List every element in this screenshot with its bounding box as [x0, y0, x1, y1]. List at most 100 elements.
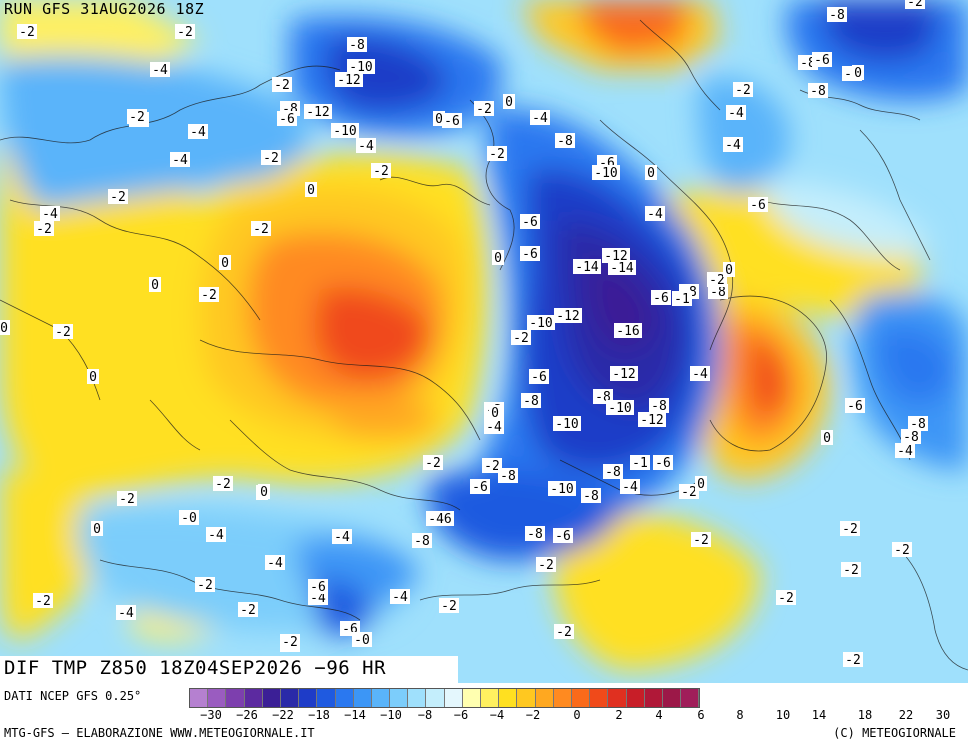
contour-label: 0 — [219, 255, 231, 271]
contour-label: -2 — [261, 150, 281, 166]
color-legend-ticks: −30 −26 −22 −18 −14 −10 −8 −6 −4 −2 0 2 4 6 8 10 14 18 22 3… — [189, 708, 968, 722]
contour-label: -6 — [651, 290, 671, 306]
legend-swatch — [517, 689, 536, 707]
contour-label: -8 — [412, 533, 432, 549]
svg-text:-4: -4 — [392, 590, 408, 605]
svg-text:-2: -2 — [201, 288, 217, 303]
contour-label: -4 — [723, 137, 743, 153]
svg-text:-2: -2 — [556, 625, 572, 640]
run-title: RUN GFS 31AUG2026 18Z — [4, 0, 205, 18]
contour-label: -6 — [812, 52, 832, 68]
contour-label: 0 — [695, 476, 707, 492]
legend-tick-label: 2 — [615, 708, 623, 722]
svg-text:0: 0 — [823, 431, 831, 446]
svg-text:-0: -0 — [181, 511, 197, 526]
svg-text:-4: -4 — [897, 444, 913, 459]
svg-text:-4: -4 — [172, 153, 188, 168]
svg-text:-2: -2 — [843, 563, 859, 578]
svg-text:0: 0 — [725, 263, 733, 278]
contour-label: -4 — [645, 206, 665, 222]
svg-text:-12: -12 — [337, 73, 360, 88]
svg-text:-2: -2 — [907, 0, 923, 10]
svg-text:-8: -8 — [605, 465, 621, 480]
svg-text:0: 0 — [494, 251, 502, 266]
contour-label: -2 — [199, 287, 219, 303]
contour-label: -2 — [213, 476, 233, 492]
svg-text:-2: -2 — [215, 477, 231, 492]
svg-text:-2: -2 — [425, 456, 441, 471]
contour-label: -46 — [426, 511, 454, 527]
contour-label: -10 — [606, 400, 634, 416]
contour-label: -2 — [482, 458, 502, 474]
svg-text:-6: -6 — [522, 247, 538, 262]
contour-label: 0 — [91, 521, 103, 537]
svg-text:-2: -2 — [129, 110, 145, 125]
legend-swatch — [262, 689, 281, 707]
svg-text:-2: -2 — [197, 578, 213, 593]
contour-label: -2 — [691, 532, 711, 548]
legend-swatch — [408, 689, 427, 707]
svg-text:0: 0 — [93, 522, 101, 537]
svg-text:-2: -2 — [842, 522, 858, 537]
contour-label: -8 — [525, 526, 545, 542]
legend-tick-label: 0 — [573, 708, 581, 722]
svg-text:-2: -2 — [110, 190, 126, 205]
svg-text:-6: -6 — [522, 215, 538, 230]
contour-label: -1 — [672, 291, 692, 307]
legend-tick-label: −4 — [489, 708, 505, 722]
contour-label: 0 — [503, 94, 515, 110]
svg-text:-2: -2 — [681, 485, 697, 500]
contour-label: -6 — [520, 214, 540, 230]
legend-swatch — [226, 689, 245, 707]
svg-text:-2: -2 — [778, 591, 794, 606]
contour-label: 0 — [821, 430, 833, 446]
legend-tick-label: −6 — [453, 708, 469, 722]
svg-text:-12: -12 — [612, 367, 635, 382]
svg-text:-2: -2 — [489, 147, 505, 162]
svg-text:0: 0 — [491, 406, 499, 421]
legend-swatch — [244, 689, 263, 707]
svg-text:0: 0 — [505, 95, 513, 110]
contour-label: -2 — [280, 634, 300, 650]
contour-label: -4 — [332, 529, 352, 545]
svg-text:-2: -2 — [55, 325, 71, 340]
svg-text:-4: -4 — [334, 530, 350, 545]
contour-label: 0 — [492, 250, 504, 266]
contour-label: -2 — [371, 163, 391, 179]
contour-label: -8 — [498, 468, 518, 484]
svg-text:-8: -8 — [583, 489, 599, 504]
legend-tick-label: −14 — [344, 708, 366, 722]
legend-swatch — [553, 689, 572, 707]
contour-label: -2 — [511, 330, 531, 346]
contour-label: -8 — [521, 393, 541, 409]
svg-text:-8: -8 — [800, 56, 816, 71]
contour-label: -4 — [150, 62, 170, 78]
legend-tick-label: 22 — [898, 708, 914, 722]
legend-swatch — [299, 689, 318, 707]
svg-text:-6: -6 — [531, 370, 547, 385]
svg-text:-2: -2 — [735, 83, 751, 98]
svg-text:-6: -6 — [653, 291, 669, 306]
contour-label: -14 — [573, 259, 601, 275]
contour-label: 0 — [489, 405, 501, 421]
svg-text:-10: -10 — [349, 60, 372, 75]
svg-text:-14: -14 — [610, 261, 634, 276]
svg-text:-2: -2 — [177, 25, 193, 40]
legend-swatch — [644, 689, 663, 707]
contour-label: -4 — [116, 605, 136, 621]
svg-text:-2: -2 — [263, 151, 279, 166]
svg-text:0: 0 — [260, 485, 268, 500]
legend-tick-label: −8 — [417, 708, 433, 722]
contour-label: -2 — [439, 598, 459, 614]
contour-label: -2 — [251, 221, 271, 237]
contour-label: -10 — [347, 59, 375, 75]
svg-text:-10: -10 — [608, 401, 631, 416]
contour-label: -4 — [390, 589, 410, 605]
svg-text:-8: -8 — [414, 534, 430, 549]
legend-swatch — [353, 689, 372, 707]
legend-tick-label: −30 — [200, 708, 222, 722]
svg-text:-2: -2 — [274, 78, 290, 93]
legend-tick-label: −22 — [272, 708, 294, 722]
svg-text:-8: -8 — [910, 417, 926, 432]
contour-label: -6 — [308, 579, 328, 595]
